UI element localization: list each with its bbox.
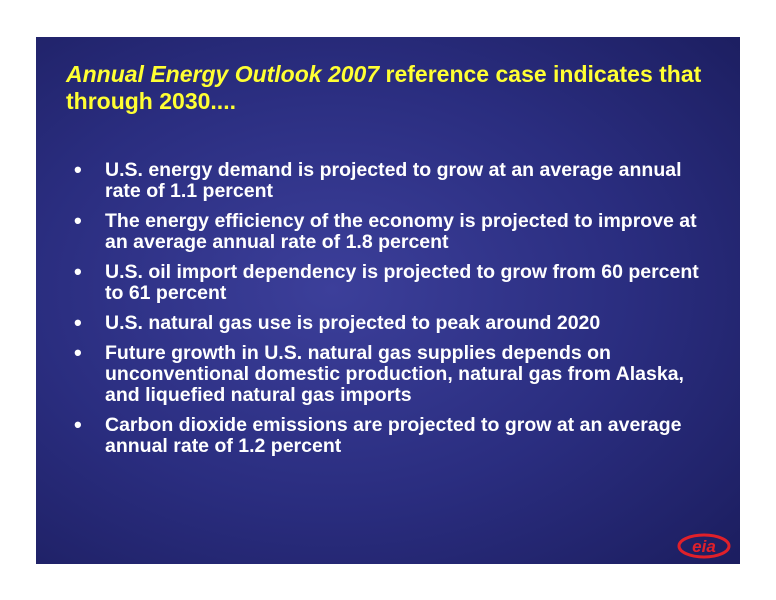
bullet-list: • U.S. energy demand is projected to grow… (74, 157, 714, 466)
bullet-icon: • (74, 208, 82, 233)
bullet-text: Carbon dioxide emissions are projected t… (105, 414, 682, 457)
bullet-text: Future growth in U.S. natural gas suppli… (105, 342, 684, 406)
bullet-item: • U.S. oil import dependency is projected… (74, 259, 714, 304)
slide: Annual Energy Outlook 2007 reference cas… (36, 37, 740, 564)
bullet-icon: • (74, 340, 82, 365)
bullet-icon: • (74, 412, 82, 437)
eia-logo: eia (677, 533, 731, 559)
bullet-item: • Future growth in U.S. natural gas suppl… (74, 340, 714, 406)
title-rest: reference case indicates that through 20… (66, 61, 702, 114)
bullet-icon: • (74, 157, 82, 182)
bullet-item: • The energy efficiency of the economy is… (74, 208, 714, 253)
bullet-text: U.S. oil import dependency is projected … (105, 261, 699, 304)
title-italic: Annual Energy Outlook 2007 (66, 61, 380, 87)
slide-title: Annual Energy Outlook 2007 reference cas… (66, 61, 726, 115)
bullet-item: • U.S. natural gas use is projected to pe… (74, 310, 714, 335)
bullet-text: U.S. energy demand is projected to grow … (105, 159, 682, 202)
bullet-text: The energy efficiency of the economy is … (105, 210, 697, 253)
bullet-icon: • (74, 310, 82, 335)
bullet-item: • U.S. energy demand is projected to grow… (74, 157, 714, 202)
bullet-item: • Carbon dioxide emissions are projected … (74, 412, 714, 457)
logo-text: eia (692, 537, 716, 556)
bullet-text: U.S. natural gas use is projected to pea… (105, 312, 601, 334)
bullet-icon: • (74, 259, 82, 284)
